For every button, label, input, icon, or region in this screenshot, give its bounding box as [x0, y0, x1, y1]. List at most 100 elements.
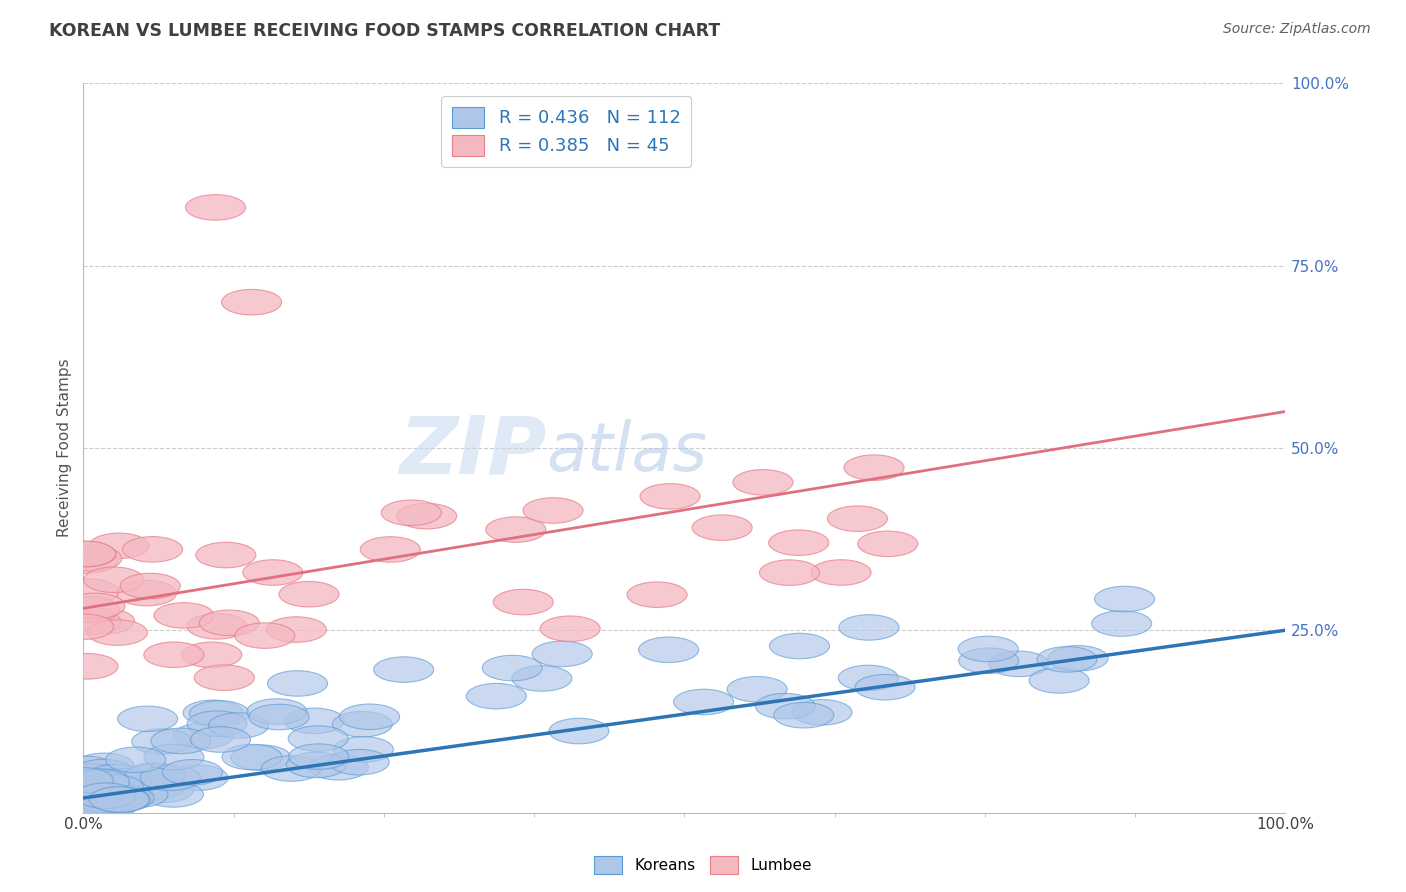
Ellipse shape	[308, 755, 368, 780]
Ellipse shape	[284, 708, 344, 733]
Ellipse shape	[70, 787, 129, 813]
Ellipse shape	[90, 787, 150, 813]
Ellipse shape	[56, 541, 115, 566]
Ellipse shape	[58, 548, 118, 574]
Ellipse shape	[381, 500, 441, 525]
Ellipse shape	[266, 616, 326, 642]
Ellipse shape	[122, 537, 183, 562]
Ellipse shape	[67, 788, 128, 814]
Ellipse shape	[67, 786, 127, 811]
Ellipse shape	[60, 781, 121, 806]
Ellipse shape	[55, 756, 115, 781]
Ellipse shape	[73, 759, 134, 785]
Ellipse shape	[243, 560, 302, 585]
Ellipse shape	[56, 541, 115, 567]
Ellipse shape	[162, 760, 222, 785]
Ellipse shape	[329, 749, 389, 775]
Ellipse shape	[118, 706, 177, 731]
Ellipse shape	[235, 623, 295, 648]
Ellipse shape	[59, 579, 118, 605]
Ellipse shape	[540, 616, 600, 641]
Ellipse shape	[190, 701, 249, 726]
Ellipse shape	[638, 637, 699, 663]
Ellipse shape	[143, 781, 204, 807]
Ellipse shape	[80, 787, 141, 813]
Ellipse shape	[1091, 611, 1152, 636]
Ellipse shape	[117, 581, 177, 606]
Ellipse shape	[167, 765, 228, 790]
Ellipse shape	[548, 718, 609, 744]
Ellipse shape	[249, 705, 309, 730]
Ellipse shape	[692, 515, 752, 541]
Ellipse shape	[1036, 647, 1097, 673]
Ellipse shape	[79, 780, 139, 806]
Ellipse shape	[91, 780, 152, 805]
Ellipse shape	[673, 690, 734, 714]
Ellipse shape	[108, 782, 169, 807]
Legend: Koreans, Lumbee: Koreans, Lumbee	[588, 850, 818, 880]
Ellipse shape	[59, 597, 120, 623]
Ellipse shape	[187, 614, 247, 639]
Ellipse shape	[76, 787, 135, 813]
Ellipse shape	[200, 610, 259, 635]
Ellipse shape	[512, 665, 572, 691]
Ellipse shape	[773, 702, 834, 728]
Ellipse shape	[858, 531, 918, 557]
Ellipse shape	[91, 769, 152, 794]
Ellipse shape	[769, 530, 828, 556]
Legend: R = 0.436   N = 112, R = 0.385   N = 45: R = 0.436 N = 112, R = 0.385 N = 45	[441, 96, 692, 167]
Ellipse shape	[194, 665, 254, 690]
Ellipse shape	[125, 774, 186, 799]
Ellipse shape	[124, 764, 184, 789]
Ellipse shape	[755, 693, 815, 719]
Ellipse shape	[58, 654, 118, 679]
Ellipse shape	[627, 582, 688, 607]
Ellipse shape	[63, 778, 124, 803]
Text: Source: ZipAtlas.com: Source: ZipAtlas.com	[1223, 22, 1371, 37]
Ellipse shape	[811, 559, 872, 585]
Ellipse shape	[55, 790, 115, 815]
Text: KOREAN VS LUMBEE RECEIVING FOOD STAMPS CORRELATION CHART: KOREAN VS LUMBEE RECEIVING FOOD STAMPS C…	[49, 22, 720, 40]
Y-axis label: Receiving Food Stamps: Receiving Food Stamps	[58, 359, 72, 537]
Ellipse shape	[150, 728, 211, 754]
Ellipse shape	[640, 483, 700, 509]
Ellipse shape	[278, 582, 339, 607]
Ellipse shape	[288, 744, 349, 770]
Ellipse shape	[360, 537, 420, 562]
Ellipse shape	[396, 503, 457, 529]
Ellipse shape	[288, 726, 349, 751]
Ellipse shape	[132, 729, 191, 755]
Ellipse shape	[485, 516, 546, 542]
Ellipse shape	[63, 783, 124, 809]
Ellipse shape	[332, 712, 392, 737]
Ellipse shape	[97, 769, 157, 795]
Ellipse shape	[60, 792, 121, 817]
Ellipse shape	[89, 787, 149, 813]
Ellipse shape	[75, 608, 135, 634]
Ellipse shape	[62, 546, 122, 571]
Ellipse shape	[855, 674, 915, 700]
Ellipse shape	[827, 506, 887, 532]
Ellipse shape	[187, 711, 247, 737]
Ellipse shape	[72, 790, 131, 816]
Ellipse shape	[733, 469, 793, 495]
Ellipse shape	[75, 753, 134, 779]
Ellipse shape	[208, 713, 269, 739]
Ellipse shape	[988, 651, 1049, 677]
Ellipse shape	[83, 774, 143, 800]
Ellipse shape	[87, 773, 148, 799]
Ellipse shape	[67, 780, 128, 806]
Ellipse shape	[70, 795, 131, 821]
Ellipse shape	[76, 790, 135, 816]
Ellipse shape	[222, 289, 281, 315]
Ellipse shape	[76, 783, 135, 808]
Ellipse shape	[181, 642, 242, 667]
Ellipse shape	[153, 603, 214, 628]
Ellipse shape	[287, 752, 346, 778]
Ellipse shape	[262, 756, 322, 781]
Ellipse shape	[86, 764, 146, 790]
Ellipse shape	[183, 700, 243, 725]
Ellipse shape	[77, 777, 138, 802]
Ellipse shape	[143, 642, 204, 667]
Ellipse shape	[65, 593, 125, 619]
